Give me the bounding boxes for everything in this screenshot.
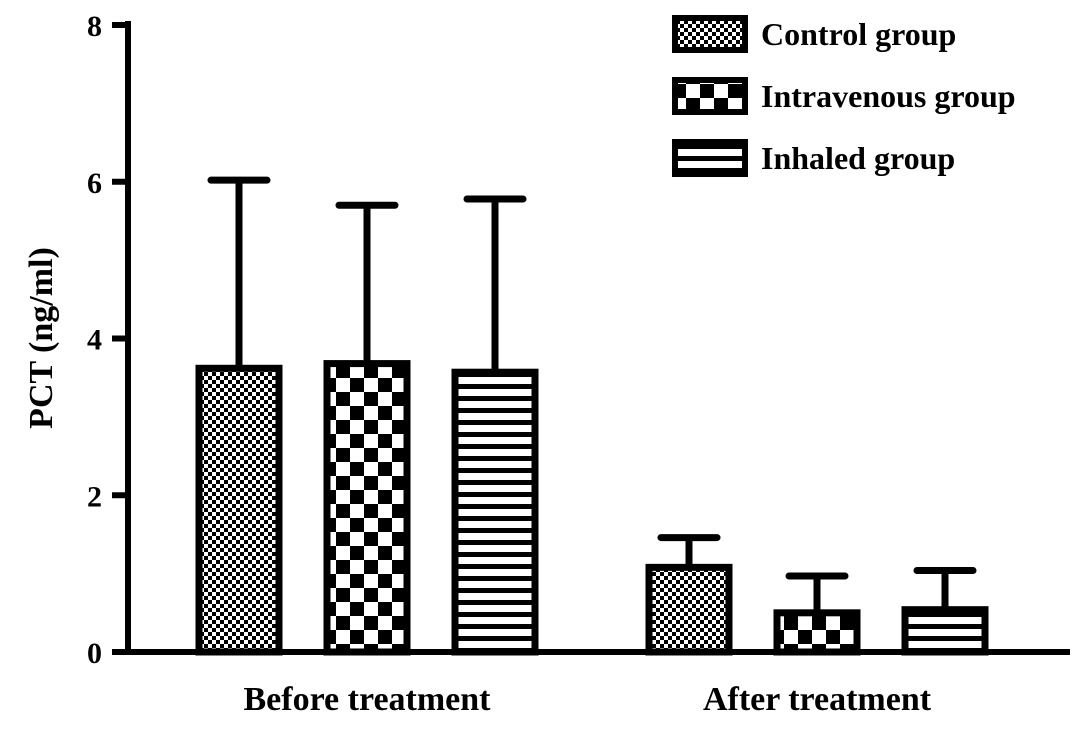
legend-label: Inhaled group	[761, 140, 955, 176]
legend-item: Intravenous group	[672, 77, 1016, 115]
bar-group-0-0	[195, 176, 283, 656]
bar-group-0-2	[451, 195, 539, 656]
bar-group-0-1	[323, 201, 411, 656]
legend-label: Intravenous group	[761, 78, 1016, 114]
bar	[323, 360, 411, 656]
x-tick-label: After treatment	[703, 681, 932, 718]
legend: Control group Intravenous group Inhaled gr…	[672, 15, 1016, 177]
legend-swatch	[672, 15, 748, 53]
bar	[645, 563, 733, 656]
legend-item: Inhaled group	[672, 139, 955, 177]
bar	[195, 364, 283, 656]
bar	[773, 609, 861, 656]
bar-group-1-1	[773, 572, 861, 656]
y-tick-label: 6	[87, 167, 102, 200]
legend-swatch	[672, 139, 748, 177]
axes-layer: Before treatment After treatment 0 2 4 6 8	[87, 10, 1070, 718]
legend-item: Control group	[672, 15, 956, 53]
bar	[901, 606, 989, 656]
y-tick-label: 2	[87, 480, 102, 513]
bar-group-1-0	[645, 534, 733, 656]
bar	[451, 368, 539, 656]
bars-layer	[195, 176, 989, 656]
bar-group-1-2	[901, 566, 989, 656]
y-tick-label: 8	[87, 10, 102, 43]
y-tick-label: 4	[87, 324, 102, 357]
y-axis-title: PCT (ng/ml)	[23, 247, 60, 429]
x-tick-label: Before treatment	[243, 681, 491, 718]
legend-label: Control group	[761, 16, 956, 52]
legend-swatch	[672, 77, 748, 115]
y-tick-label: 0	[87, 637, 102, 670]
